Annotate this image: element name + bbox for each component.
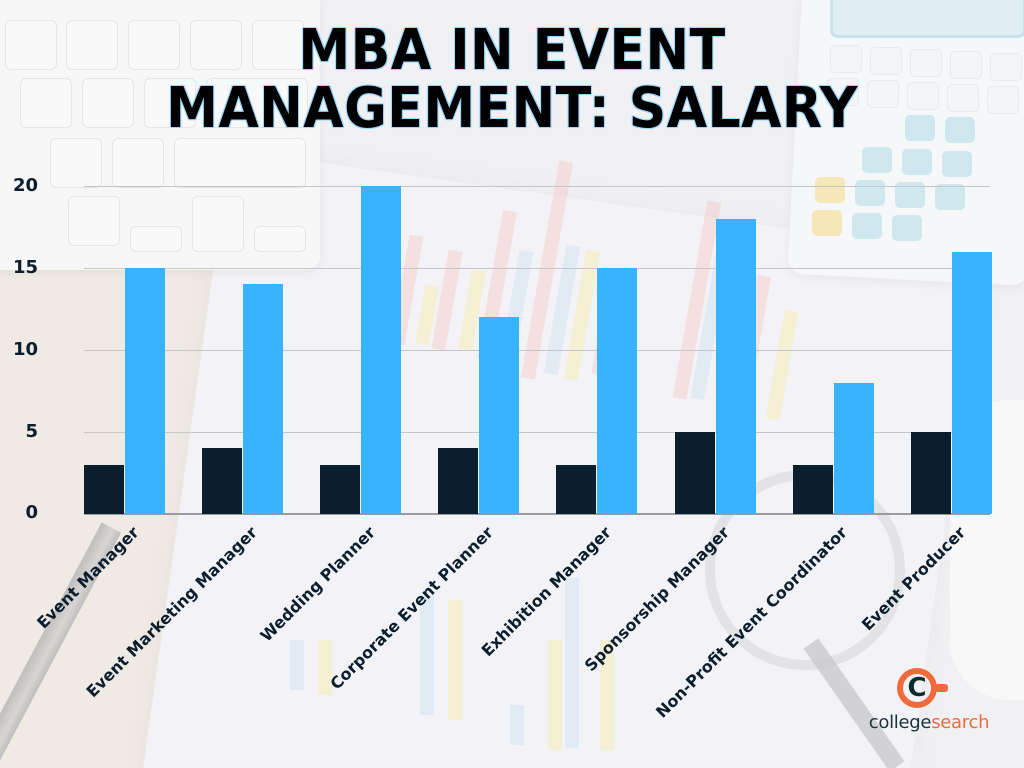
keyboard-key — [112, 138, 164, 188]
bar-blue — [833, 382, 874, 514]
calculator-key — [945, 117, 975, 143]
calculator-key — [902, 149, 932, 175]
calculator-key — [942, 151, 972, 177]
bar-dark — [438, 448, 479, 514]
keyboard-key — [128, 20, 180, 70]
ghost-bar — [565, 578, 579, 748]
keyboard-key — [68, 196, 120, 246]
ghost-bar — [548, 640, 562, 750]
calculator-key — [812, 210, 842, 236]
keyboard-key — [174, 138, 306, 188]
y-tick-label: 10 — [12, 339, 38, 360]
bar-dark — [910, 432, 951, 514]
bar-blue — [243, 284, 284, 514]
bar-blue — [597, 268, 638, 514]
calculator-key — [830, 45, 862, 73]
logo-letter: C — [907, 673, 927, 703]
calculator-key — [990, 53, 1022, 81]
ghost-bar — [318, 640, 332, 695]
calculator-key — [852, 213, 882, 239]
calculator-key — [815, 177, 845, 203]
calculator-key — [987, 86, 1019, 114]
y-tick-label: 20 — [12, 175, 38, 196]
calculator-key — [910, 49, 942, 77]
y-tick-label: 15 — [12, 257, 38, 278]
bar-dark — [202, 448, 243, 514]
keyboard-key — [190, 20, 242, 70]
ghost-bar — [448, 600, 462, 720]
bar-dark — [320, 464, 361, 514]
calculator-key — [892, 215, 922, 241]
bar-blue — [715, 218, 756, 514]
ghost-bar — [510, 705, 524, 745]
calculator-key — [907, 82, 939, 110]
calculator-key — [905, 115, 935, 141]
calculator-key — [947, 84, 979, 112]
chart-title: MBA IN EVENT MANAGEMENT: SALARY — [36, 22, 988, 138]
bar-dark — [556, 464, 597, 514]
ghost-bar — [600, 640, 614, 750]
logo-ring-icon — [897, 668, 937, 708]
logo-word-part-2: search — [931, 712, 990, 733]
gridline-5 — [84, 432, 990, 433]
ghost-bar — [290, 640, 304, 690]
keyboard-key — [66, 20, 118, 70]
keyboard-key — [252, 20, 304, 70]
bar-blue — [951, 251, 992, 514]
y-tick-label: 5 — [25, 421, 38, 442]
gridline-20 — [84, 186, 990, 187]
keyboard-key — [130, 226, 182, 252]
keyboard-key — [144, 78, 196, 128]
gridline-15 — [84, 268, 990, 269]
bar-chart-plot-area: 20 15 10 5 0 — [13, 176, 992, 523]
bar-blue — [479, 317, 520, 514]
keyboard-key — [206, 78, 308, 128]
keyboard-key — [82, 78, 134, 128]
bar-dark — [84, 464, 124, 514]
logo-wordmark: collegesearch — [864, 712, 994, 733]
calculator-key — [855, 180, 885, 206]
x-axis-baseline — [84, 513, 990, 515]
logo-ring-tab-icon — [935, 684, 948, 692]
y-tick-label: 0 — [25, 502, 38, 523]
bar-dark — [674, 432, 715, 514]
gridline-10 — [84, 350, 990, 351]
calculator-key — [950, 51, 982, 79]
calculator-key — [827, 78, 859, 106]
calculator-screen — [830, 0, 1024, 38]
keyboard-key — [5, 20, 57, 70]
keyboard-key — [20, 78, 72, 128]
title-line-2: MANAGEMENT: SALARY — [166, 76, 858, 141]
bar-blue — [361, 186, 402, 514]
title-line-1: MBA IN EVENT — [298, 18, 726, 83]
calculator-key — [935, 184, 965, 210]
logo-word-part-1: college — [868, 712, 932, 733]
calculator-key — [862, 147, 892, 173]
keyboard-key — [50, 138, 102, 188]
collegesearch-logo: C collegesearch — [864, 668, 994, 748]
keyboard-key — [192, 196, 244, 252]
bar-dark — [792, 464, 833, 514]
keyboard-key — [254, 226, 306, 252]
bar-blue — [125, 268, 165, 514]
calculator-key — [870, 47, 902, 75]
ghost-bar — [420, 595, 434, 715]
calculator-key — [867, 80, 899, 108]
